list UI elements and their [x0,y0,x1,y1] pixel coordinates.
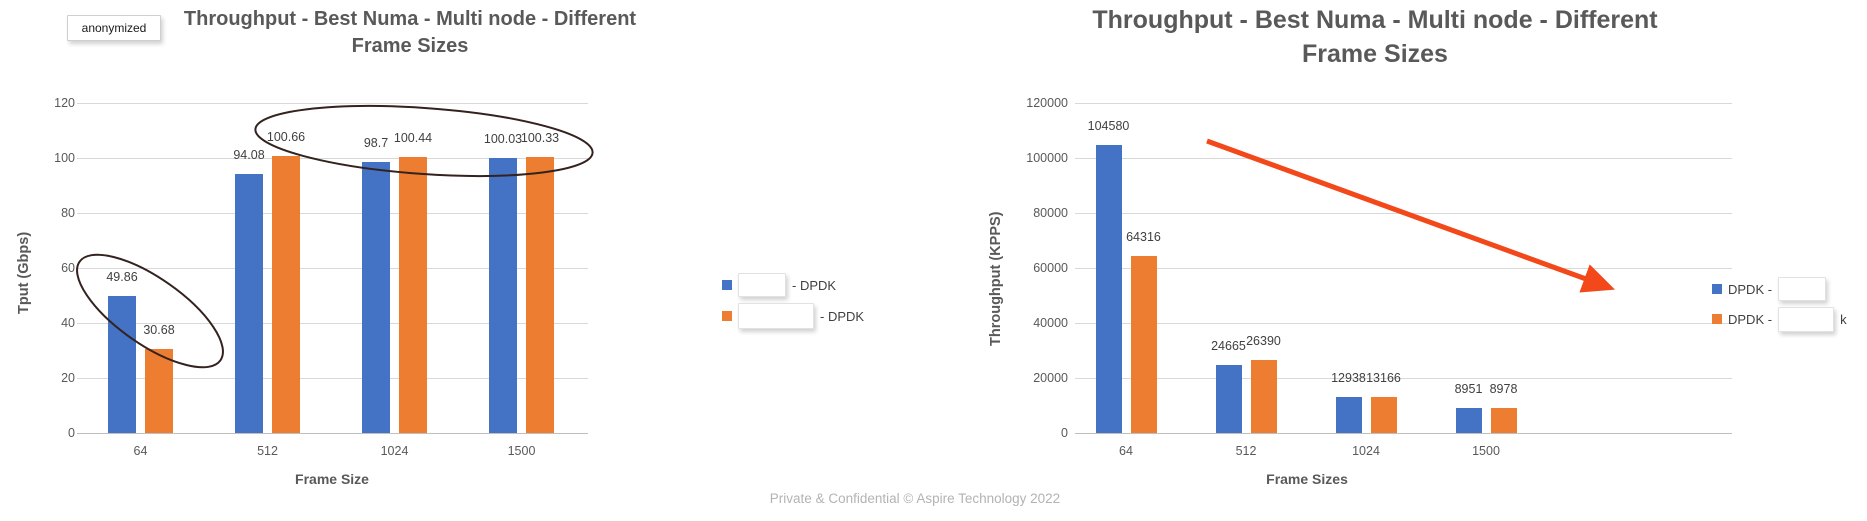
legend-color-swatch [722,311,732,321]
legend-row: - DPDK [722,303,864,329]
left-chart-title-line1: Throughput - Best Numa - Multi node - Di… [183,8,637,30]
bar-series2-64 [145,348,173,433]
gridline [1075,323,1732,324]
y-tick-label: 120 [54,96,75,110]
gridline [1075,213,1732,214]
gridline [1075,158,1732,159]
right-chart-title-line2: Frame Sizes [1302,40,1448,68]
legend-anonymized-box [1778,277,1827,301]
left-x-axis-title: Frame Size [295,471,369,487]
bar-series2-1024 [399,156,427,433]
bar-series2-512 [272,156,300,433]
y-tick-label: 20000 [1033,371,1068,385]
legend-row: - DPDK [722,272,836,298]
legend-color-swatch [1712,284,1722,294]
anonymized-label: anonymized [81,21,147,35]
legend-color-swatch [722,280,732,290]
y-tick-label: 40 [61,316,75,330]
legend-row: DPDK - k [1712,306,1847,332]
legend-label-text: - DPDK [820,308,865,324]
bar-series2-1500 [526,157,554,433]
gridline [1075,103,1732,104]
legend-label-text: k [1840,311,1847,327]
legend-anonymized-box [1778,306,1835,332]
y-tick-label: 120000 [1026,96,1068,110]
bar-series1-64 [1095,145,1122,433]
x-tick-label: 512 [257,444,278,458]
legend-label-text: DPDK - [1728,311,1773,327]
bar-value-label: 13166 [1366,370,1401,385]
legend-anonymized-box [738,273,786,297]
legend-anonymized-box [738,303,814,329]
bar-series2-1500 [1490,408,1517,433]
y-tick-label: 0 [1061,426,1068,440]
bar-series1-64 [108,295,136,433]
y-tick-label: 60 [61,261,75,275]
bar-series1-1500 [1455,408,1482,433]
anonymized-label-box: anonymized [67,15,161,41]
legend-color-swatch [1712,314,1722,324]
gridline [77,103,588,104]
bar-value-label: 100.33 [520,131,560,146]
bar-series2-1024 [1370,396,1397,433]
bar-series1-512 [1215,365,1242,433]
x-axis-line [1075,433,1732,434]
y-tick-label: 100000 [1026,151,1068,165]
right-y-axis-title: Throughput (KPPS) [988,211,1004,346]
bar-series2-512 [1250,360,1277,433]
y-tick-label: 80 [61,206,75,220]
left-chart-title-line2: Frame Sizes [351,35,469,57]
y-tick-label: 40000 [1033,316,1068,330]
legend-label-text: - DPDK [792,277,837,293]
y-tick-label: 0 [68,426,75,440]
bar-series1-1500 [489,157,517,433]
x-tick-label: 1500 [507,444,536,458]
bar-value-label: 26390 [1246,334,1281,349]
y-tick-label: 20 [61,371,75,385]
right-chart-title: Throughput - Best Numa - Multi node - Di… [1055,3,1695,71]
bar-series1-1024 [362,161,390,433]
bar-value-label: 12938 [1331,371,1366,386]
x-tick-label: 64 [133,444,148,458]
legend-row: DPDK - [1712,276,1827,302]
gridline [1075,268,1732,269]
y-tick-label: 80000 [1033,206,1068,220]
gridline [77,268,588,269]
bar-value-label: 24665 [1211,339,1246,354]
gridline [77,378,588,379]
y-tick-label: 60000 [1033,261,1068,275]
gridline [77,323,588,324]
bar-value-label: 100.66 [266,130,306,145]
bar-value-label: 8951 [1454,382,1483,397]
right-x-axis-title: Frame Sizes [1266,471,1348,487]
x-tick-label: 1024 [380,444,409,458]
bar-series2-64 [1130,256,1157,433]
x-axis-line [77,433,588,434]
gridline [77,213,588,214]
bar-series1-512 [235,174,263,433]
x-tick-label: 1500 [1472,444,1500,458]
left-chart-title: Throughput - Best Numa - Multi node - Di… [130,6,690,60]
legend-label-text: DPDK - [1728,281,1773,297]
x-tick-label: 64 [1119,444,1133,458]
bar-value-label: 100.44 [393,130,433,145]
footer-confidential-text: Private & Confidential © Aspire Technolo… [769,491,1061,506]
bar-value-label: 64316 [1126,230,1161,245]
gridline [1075,378,1732,379]
x-tick-label: 512 [1235,444,1257,458]
right-chart-title-line1: Throughput - Best Numa - Multi node - Di… [1092,6,1658,34]
bar-series1-1024 [1335,397,1362,433]
bar-value-label: 8978 [1489,382,1518,397]
y-tick-label: 100 [54,151,75,165]
bar-value-label: 49.86 [106,269,138,284]
bar-value-label: 30.68 [143,322,175,337]
trend-arrow-icon [1206,138,1616,293]
bar-value-label: 104580 [1087,119,1130,134]
x-tick-label: 1024 [1352,444,1380,458]
